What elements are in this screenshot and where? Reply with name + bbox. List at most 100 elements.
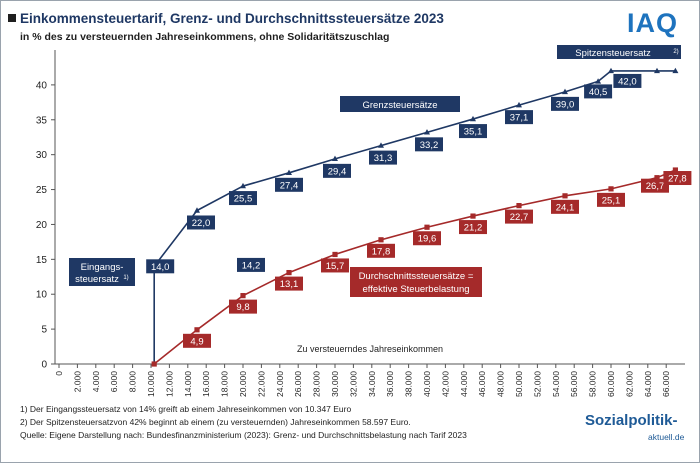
average-data-label: 19,6 [418,234,437,245]
marginal-data-label: 42,0 [618,76,637,87]
source-note: Quelle: Eigene Darstellung nach: Bundesf… [20,430,467,440]
x-tick-label: 56.000 [569,371,579,397]
x-tick-label: 64.000 [643,371,653,397]
average-data-label-box [367,243,395,258]
average-data-label-box [597,192,625,207]
x-tick-label: 50.000 [514,371,524,397]
average-point [562,193,568,199]
average-data-label: 4,9 [190,336,203,347]
marginal-data-label-box [613,73,642,88]
marginal-point [240,182,246,189]
entry-rate-label-box [69,258,135,286]
average-data-label-box [551,199,579,214]
x-tick-label: 32.000 [348,371,358,397]
chart-subtitle: in % des zu versteuernden Jahreseinkomme… [20,31,390,43]
x-tick-label: 60.000 [606,371,616,397]
marginal-data-label: 22,0 [192,218,211,229]
marginal-data-label-box [237,257,265,272]
marginal-point [286,169,292,176]
x-tick-label: 14.000 [183,371,193,397]
marginal-data-label: 14,0 [151,262,170,273]
average-data-label-box [275,276,303,291]
marginal-point [332,155,338,162]
marginal-data-label: 40,5 [589,87,608,98]
marginal-point [378,142,384,148]
x-tick-label: 54.000 [551,371,561,397]
marginal-point [654,67,660,74]
marginal-data-label-box [323,163,351,178]
iaq-logo: IAQ [627,8,679,38]
marginal-data-label-box [415,137,443,152]
x-tick-label: 10.000 [146,371,156,397]
x-tick-label: 20.000 [238,371,248,397]
x-tick-label: 40.000 [422,371,432,397]
footnote-1: 1) Der Eingangssteuersatz von 14% greift… [20,404,352,414]
marginal-data-label-box [229,191,257,206]
average-point [286,269,292,276]
marginal-data-label: 37,1 [510,113,529,124]
y-tick-label: 10 [36,290,48,301]
x-tick-label: 34.000 [367,371,377,397]
average-data-label-box [413,231,441,246]
y-tick-label: 15 [36,255,48,266]
x-tick-label: 28.000 [312,371,322,397]
entry-rate-note: 1) [123,275,128,281]
average-point [378,237,384,243]
average-series-label-box [350,267,482,297]
average-data-label-box [321,258,349,273]
x-tick-label: 38.000 [404,371,414,397]
marginal-point [672,67,679,74]
x-tick-label: 42.000 [440,371,450,397]
entry-rate-label-line1: Eingangs- [81,262,124,273]
marginal-point [470,115,476,122]
x-tick-label: 8.000 [128,371,138,393]
average-point [424,224,430,230]
x-tick-label: 46.000 [477,371,487,397]
y-tick-label: 0 [41,360,47,371]
chart-title-text: Einkommensteuertarif, Grenz- und Durchsc… [20,11,444,26]
x-tick-label: 52.000 [532,371,542,397]
chart-title: Einkommensteuertarif, Grenz- und Durchsc… [8,11,444,26]
average-data-label-box [229,299,257,314]
average-point [654,175,660,181]
average-series-label-line1: Durchschnittssteuersätze = [359,271,474,282]
marginal-data-label-box [275,177,303,192]
marginal-data-label: 33,2 [420,140,439,151]
top-rate-note: 2) [673,49,678,55]
x-tick-label: 6.000 [109,371,119,393]
average-point [608,186,614,192]
average-data-label-box [505,209,533,224]
title-bullet [8,14,16,22]
average-data-label: 21,2 [464,223,483,234]
average-point [240,293,246,299]
marginal-point [595,78,602,84]
average-point [672,167,678,173]
entry-rate-label-line2: steuersatz [75,274,119,285]
x-tick-label: 24.000 [275,371,285,397]
brand-logo-subtext: aktuell.de [648,432,685,442]
top-rate-label: Spitzensteuersatz [575,48,651,59]
x-tick-label: 48.000 [496,371,506,397]
y-tick-label: 35 [36,115,48,126]
average-point [470,213,476,219]
x-tick-label: 58.000 [588,371,598,397]
marginal-tax-series-line [153,70,676,364]
average-data-label-box [183,333,211,348]
marginal-data-label-box [187,215,215,230]
marginal-data-label: 29,4 [328,166,347,177]
y-tick-label: 25 [36,185,48,196]
marginal-data-label: 31,3 [374,153,393,164]
x-tick-label: 0 [54,371,64,376]
y-tick-label: 30 [36,150,48,161]
average-point [516,203,522,209]
x-axis-title: Zu versteuerndes Jahreseinkommen [297,344,443,354]
marginal-series-label: Grenzsteuersätze [363,100,438,111]
marginal-data-label-box [505,110,533,125]
average-point [332,251,338,258]
average-data-label: 13,1 [280,279,299,290]
marginal-point [516,101,522,108]
marginal-point [608,67,614,74]
marginal-data-label-box [551,96,579,111]
average-data-label-box [459,220,487,235]
